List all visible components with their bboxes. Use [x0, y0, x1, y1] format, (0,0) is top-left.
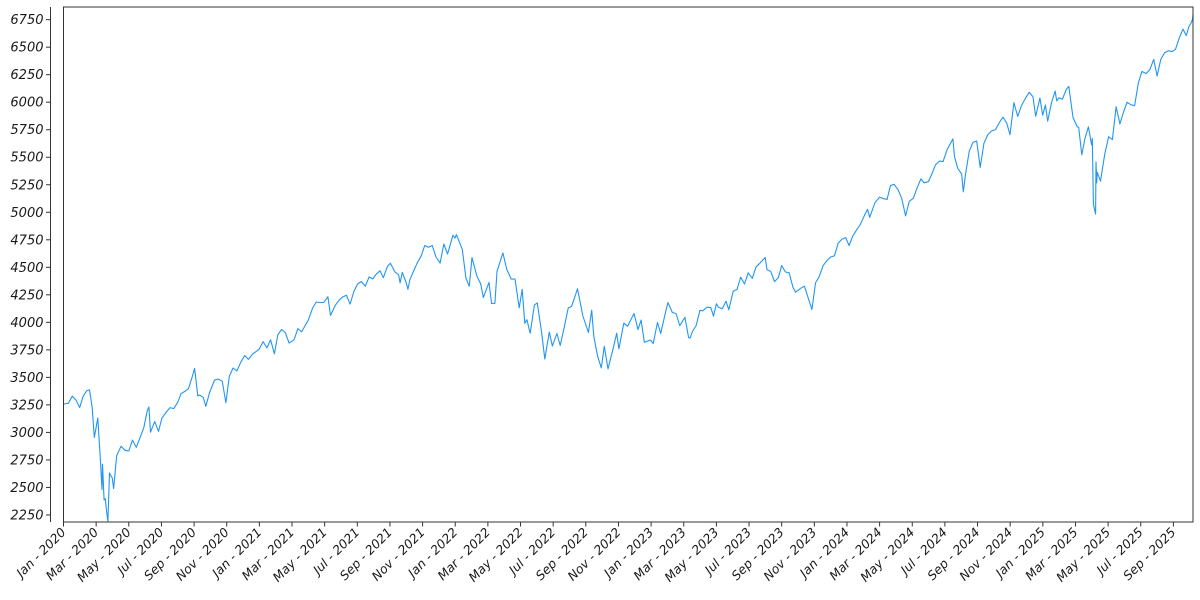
y-tick-label: 2250 [10, 508, 43, 523]
y-tick-label: 6000 [10, 96, 43, 111]
y-tick-label: 4750 [10, 233, 43, 248]
y-tick-label: 6500 [10, 41, 43, 56]
y-tick-label: 5000 [10, 206, 43, 221]
y-tick-label: 6750 [10, 13, 43, 28]
y-tick-label: 3750 [10, 343, 43, 358]
data-line [63, 13, 1194, 522]
y-tick-label: 3250 [10, 398, 43, 413]
y-tick-label: 5750 [10, 123, 43, 138]
y-tick-label: 4500 [10, 261, 43, 276]
y-tick-label: 4250 [10, 288, 43, 303]
y-tick-label: 5250 [10, 178, 43, 193]
y-tick-label: 6250 [10, 68, 43, 83]
y-tick-label: 2750 [10, 453, 43, 468]
y-tick-label: 3000 [10, 426, 43, 441]
plot-border [63, 6, 1194, 523]
y-tick-label: 4000 [10, 316, 43, 331]
y-tick-label: 2500 [10, 481, 43, 496]
y-tick-label: 5500 [10, 151, 43, 166]
y-tick-label: 3500 [10, 371, 43, 386]
